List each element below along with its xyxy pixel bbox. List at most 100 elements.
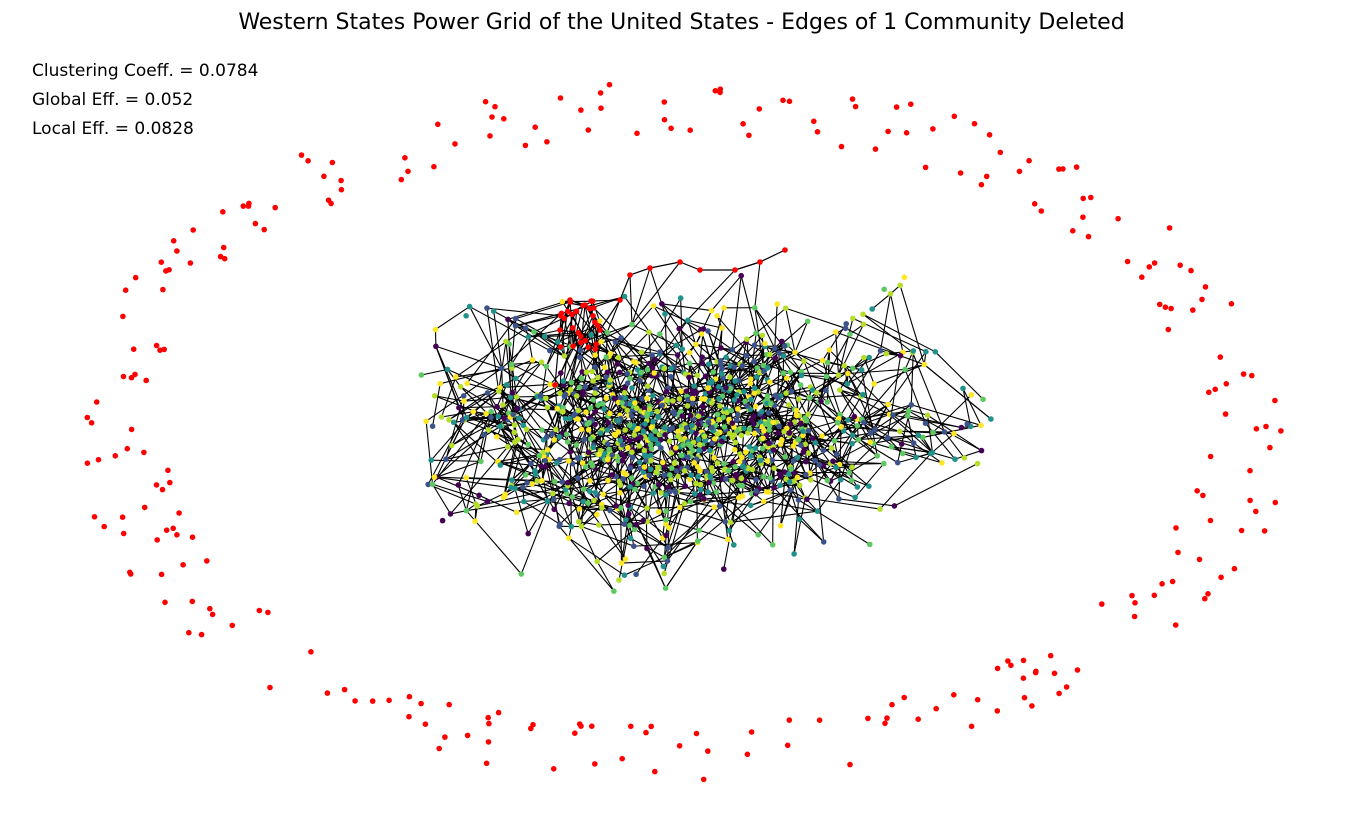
edge <box>719 444 725 464</box>
isolated-node <box>986 132 993 138</box>
community-node <box>617 505 624 511</box>
community-node <box>866 483 872 490</box>
edge <box>785 308 796 353</box>
edge <box>785 307 846 329</box>
community-node <box>741 464 747 470</box>
deleted-community-node <box>570 325 576 331</box>
community-node <box>711 436 718 442</box>
community-node <box>512 323 519 329</box>
community-node <box>663 397 670 403</box>
isolated-node <box>585 127 592 133</box>
isolated-node <box>1151 260 1158 266</box>
community-node <box>683 425 690 431</box>
edge <box>722 405 748 418</box>
community-node <box>609 472 615 478</box>
community-node <box>869 306 875 312</box>
community-node <box>761 368 767 375</box>
edge <box>793 499 800 554</box>
community-node <box>776 471 783 478</box>
figure-title: Western States Power Grid of the United … <box>238 10 1125 35</box>
community-node <box>583 369 590 376</box>
isolated-node <box>1206 389 1212 396</box>
community-node <box>635 425 641 432</box>
community-node <box>813 390 820 396</box>
community-node <box>846 469 852 476</box>
community-node <box>747 453 754 459</box>
edge <box>899 285 925 365</box>
isolated-node <box>1272 397 1278 404</box>
community-node <box>615 429 622 435</box>
community-node <box>787 421 794 427</box>
community-node <box>728 407 734 414</box>
community-node <box>930 429 936 436</box>
community-node <box>790 443 797 449</box>
community-node <box>495 388 502 395</box>
community-node <box>663 388 670 395</box>
community-node <box>542 457 549 464</box>
edge <box>462 419 489 431</box>
edge <box>653 305 683 350</box>
community-node <box>604 441 611 447</box>
community-node <box>595 374 601 381</box>
community-node <box>605 419 611 426</box>
edge <box>635 524 664 567</box>
community-node <box>497 423 503 430</box>
edge <box>527 501 548 534</box>
community-node <box>547 381 553 388</box>
edge <box>716 463 729 540</box>
community-node <box>968 392 975 398</box>
edge <box>801 374 827 378</box>
community-node <box>747 380 754 387</box>
community-node <box>575 407 582 414</box>
edge <box>745 341 768 356</box>
community-node <box>978 447 985 454</box>
community-node <box>531 329 537 335</box>
edge <box>783 355 805 362</box>
isolated-node <box>748 729 755 735</box>
community-node <box>860 321 867 328</box>
community-node <box>735 406 741 412</box>
community-node <box>640 517 647 524</box>
community-node <box>861 419 867 426</box>
edge <box>677 354 685 373</box>
community-node <box>747 376 754 382</box>
edge <box>619 274 631 301</box>
community-node <box>502 491 508 498</box>
community-node <box>680 442 686 448</box>
community-node <box>523 426 530 433</box>
community-node <box>622 395 628 401</box>
isolated-node <box>1021 694 1028 701</box>
isolated-node <box>124 445 131 452</box>
community-node <box>538 359 545 366</box>
edge <box>755 460 768 480</box>
community-node <box>677 408 684 415</box>
deleted-community-node <box>732 267 738 273</box>
isolated-node <box>1172 622 1179 628</box>
edge <box>730 489 791 523</box>
isolated-node <box>154 537 160 543</box>
community-node <box>651 370 657 376</box>
edge <box>676 344 690 364</box>
community-node <box>697 486 704 493</box>
community-node <box>661 425 668 431</box>
edge <box>910 350 914 405</box>
edge <box>838 498 895 507</box>
isolated-node <box>1088 194 1094 201</box>
community-node <box>749 466 756 473</box>
edge <box>740 419 753 436</box>
community-node <box>716 396 722 402</box>
community-node <box>705 361 712 368</box>
community-node <box>705 419 712 425</box>
isolated-node <box>598 105 604 111</box>
community-node <box>581 486 587 492</box>
community-node <box>611 395 618 402</box>
edge <box>618 525 631 581</box>
isolated-node <box>1073 164 1080 170</box>
community-node <box>819 433 825 439</box>
global-efficiency-label: Global Eff. = 0.052 <box>32 90 194 110</box>
isolated-node <box>676 743 683 749</box>
community-node <box>429 481 436 488</box>
community-node <box>770 447 777 453</box>
edge <box>911 404 982 426</box>
isolated-node <box>847 761 853 768</box>
